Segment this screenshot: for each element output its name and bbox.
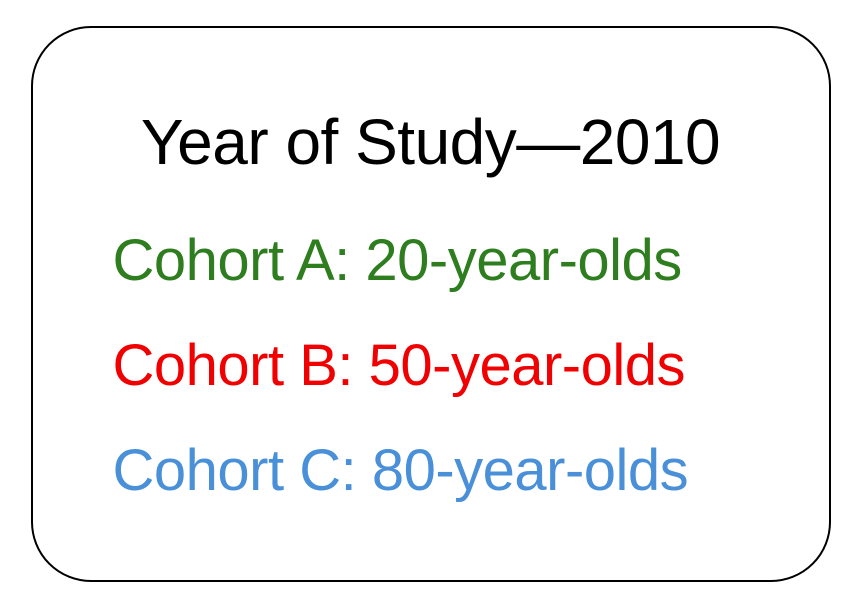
diagram-title: Year of Study—2010	[83, 105, 779, 179]
cohort-b-label: Cohort B: 50-year-olds	[83, 332, 779, 399]
cohort-a-label: Cohort A: 20-year-olds	[83, 227, 779, 294]
study-diagram-container: Year of Study—2010 Cohort A: 20-year-old…	[31, 26, 831, 582]
cohort-c-label: Cohort C: 80-year-olds	[83, 437, 779, 504]
